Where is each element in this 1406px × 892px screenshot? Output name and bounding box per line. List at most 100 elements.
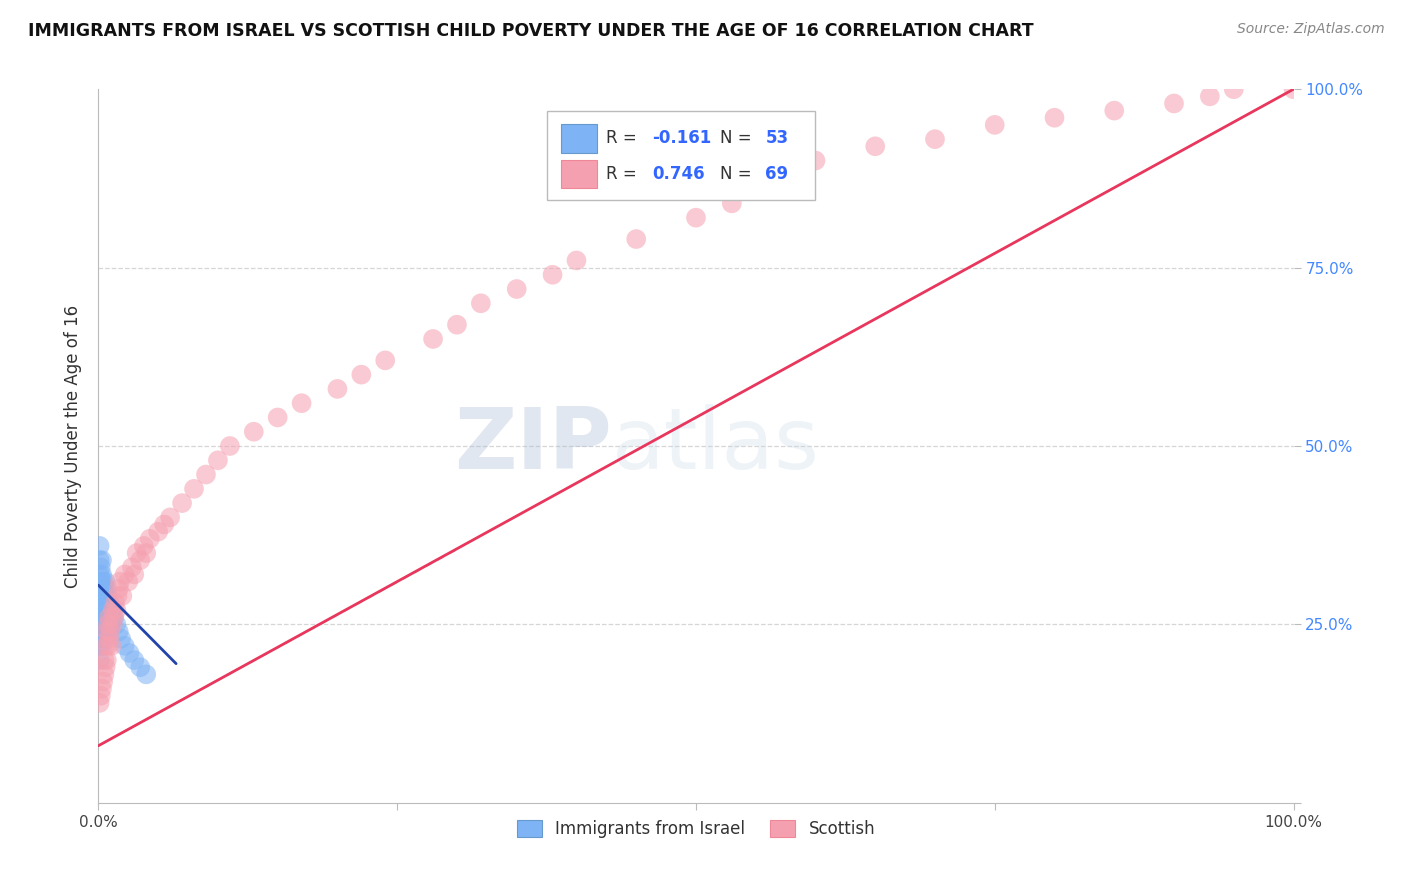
Point xyxy=(94,660,117,674)
Point xyxy=(924,132,946,146)
Text: 69: 69 xyxy=(765,165,789,183)
Point xyxy=(91,681,114,696)
Text: ZIP: ZIP xyxy=(454,404,613,488)
Point xyxy=(565,253,588,268)
Point xyxy=(103,610,125,624)
Point xyxy=(94,574,117,589)
Point xyxy=(93,582,115,596)
Point xyxy=(159,510,181,524)
Point xyxy=(98,603,122,617)
Point xyxy=(195,467,218,482)
Point xyxy=(124,567,146,582)
Point xyxy=(291,396,314,410)
Point xyxy=(124,653,146,667)
Legend: Immigrants from Israel, Scottish: Immigrants from Israel, Scottish xyxy=(510,813,882,845)
Point xyxy=(148,524,170,539)
Point xyxy=(91,674,114,689)
Point xyxy=(114,639,136,653)
Point xyxy=(110,632,132,646)
Point xyxy=(98,617,122,632)
Point xyxy=(96,582,118,596)
Point xyxy=(97,589,120,603)
Point xyxy=(94,589,117,603)
Point xyxy=(91,596,114,610)
Point xyxy=(93,667,115,681)
Point xyxy=(111,589,134,603)
Point xyxy=(108,574,131,589)
Point xyxy=(374,353,396,368)
Point xyxy=(97,603,120,617)
Point xyxy=(422,332,444,346)
Point xyxy=(93,624,115,639)
Point xyxy=(350,368,373,382)
Point xyxy=(139,532,162,546)
Point xyxy=(1043,111,1066,125)
Point xyxy=(90,603,112,617)
Point xyxy=(1199,89,1222,103)
Point xyxy=(89,553,111,567)
Point xyxy=(90,617,112,632)
Point xyxy=(865,139,887,153)
Point xyxy=(93,610,115,624)
Point xyxy=(101,603,124,617)
Point xyxy=(90,689,112,703)
Text: 0.746: 0.746 xyxy=(652,165,704,183)
Point xyxy=(114,567,136,582)
Text: Source: ZipAtlas.com: Source: ZipAtlas.com xyxy=(1237,22,1385,37)
Point xyxy=(1163,96,1185,111)
Point xyxy=(118,646,141,660)
Point xyxy=(89,696,111,710)
Point xyxy=(98,624,122,639)
Point xyxy=(721,196,744,211)
Point xyxy=(745,182,768,196)
Text: IMMIGRANTS FROM ISRAEL VS SCOTTISH CHILD POVERTY UNDER THE AGE OF 16 CORRELATION: IMMIGRANTS FROM ISRAEL VS SCOTTISH CHILD… xyxy=(28,22,1033,40)
Point xyxy=(91,624,114,639)
Point xyxy=(90,589,112,603)
Point xyxy=(685,211,707,225)
Point xyxy=(97,617,120,632)
Point xyxy=(94,617,117,632)
Point xyxy=(506,282,529,296)
Point xyxy=(626,232,648,246)
Point xyxy=(97,617,120,632)
Point xyxy=(104,596,127,610)
Text: atlas: atlas xyxy=(613,404,820,488)
Point xyxy=(96,610,118,624)
Point xyxy=(97,639,120,653)
Point xyxy=(135,546,157,560)
FancyBboxPatch shape xyxy=(561,124,596,153)
Point xyxy=(107,582,129,596)
Point xyxy=(89,639,111,653)
Point xyxy=(89,596,111,610)
Point xyxy=(89,567,111,582)
Point xyxy=(91,617,114,632)
Point xyxy=(98,610,121,624)
Text: N =: N = xyxy=(720,165,756,183)
Point xyxy=(91,553,114,567)
Y-axis label: Child Poverty Under the Age of 16: Child Poverty Under the Age of 16 xyxy=(63,304,82,588)
Point xyxy=(91,582,114,596)
Point xyxy=(89,539,111,553)
Point xyxy=(98,610,121,624)
Point xyxy=(91,589,114,603)
Point xyxy=(984,118,1007,132)
Point xyxy=(470,296,492,310)
Point xyxy=(101,617,124,632)
Point xyxy=(89,653,111,667)
Point xyxy=(132,539,155,553)
Point xyxy=(91,574,114,589)
Text: -0.161: -0.161 xyxy=(652,129,711,147)
Point xyxy=(135,667,157,681)
Point xyxy=(100,610,122,624)
Point xyxy=(98,632,121,646)
Point xyxy=(94,603,117,617)
FancyBboxPatch shape xyxy=(561,160,596,188)
Point xyxy=(96,596,118,610)
Point xyxy=(125,546,148,560)
Point xyxy=(219,439,242,453)
FancyBboxPatch shape xyxy=(547,111,815,200)
Point xyxy=(91,603,114,617)
Point xyxy=(98,596,121,610)
Point xyxy=(107,624,129,639)
Point xyxy=(1223,82,1246,96)
